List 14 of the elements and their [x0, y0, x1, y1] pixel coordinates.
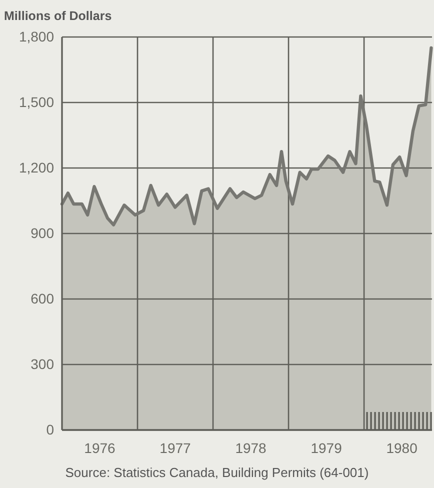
source-note: Source: Statistics Canada, Building Permits (64-001) — [65, 465, 369, 480]
y-tick-label: 0 — [46, 421, 54, 438]
y-tick-label: 900 — [30, 224, 54, 241]
y-tick-label: 1,800 — [18, 28, 54, 44]
x-tick-label: 1976 — [84, 440, 116, 456]
x-tick-label: 1980 — [386, 440, 418, 456]
y-tick-label: 1,500 — [18, 94, 54, 110]
y-axis-title: Millions of Dollars — [4, 9, 112, 23]
y-tick-label: 300 — [30, 356, 54, 372]
y-tick-label: 1,200 — [18, 159, 54, 176]
y-tick-label: 600 — [30, 290, 54, 306]
x-tick-label: 1977 — [160, 440, 192, 456]
x-tick-label: 1978 — [235, 440, 267, 456]
x-tick-label: 1979 — [310, 440, 342, 456]
